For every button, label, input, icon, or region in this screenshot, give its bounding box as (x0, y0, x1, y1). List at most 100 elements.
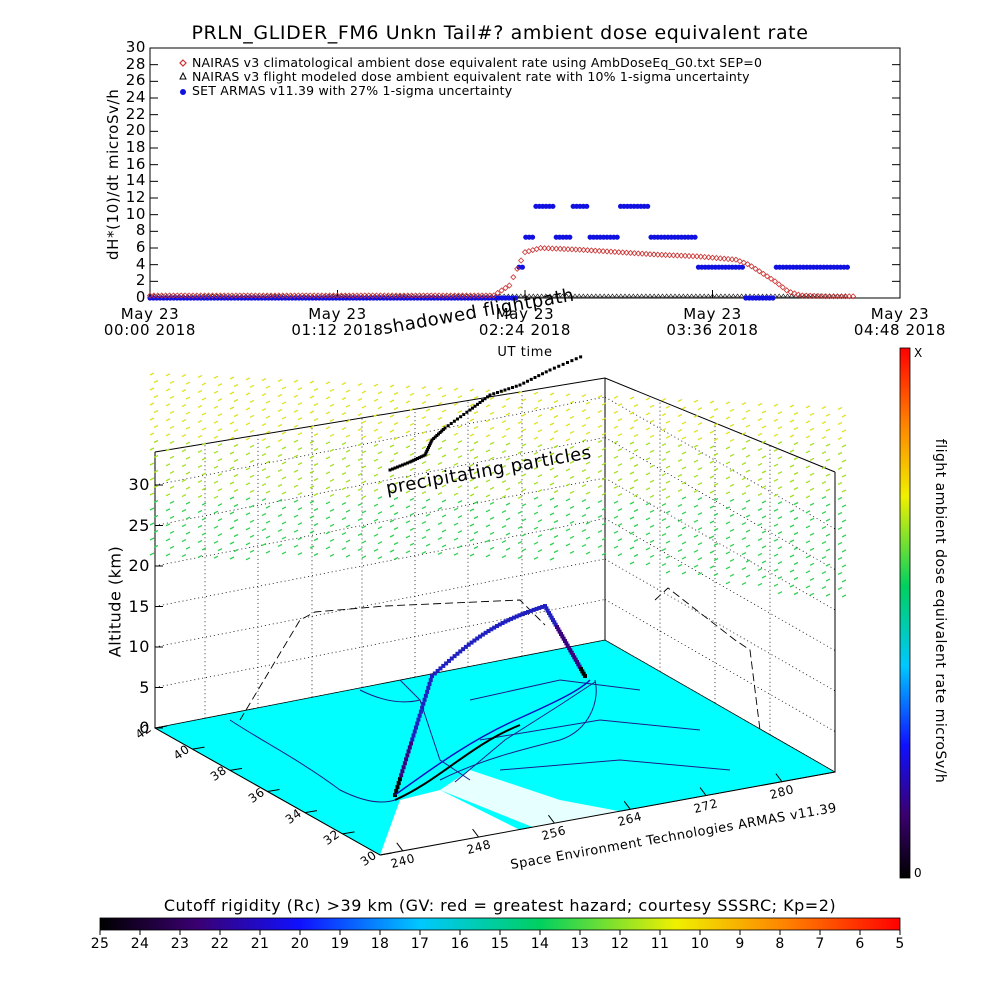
particle-mark (373, 533, 379, 537)
particle-mark (425, 528, 431, 532)
particle-mark (181, 449, 187, 453)
particle-mark (713, 452, 719, 457)
particle-mark (453, 447, 459, 451)
nairas-flight-point (676, 293, 682, 298)
rigidity-tick-label: 6 (855, 936, 865, 952)
dose-colorbar (899, 347, 911, 879)
particle-mark (185, 486, 191, 490)
particle-mark (613, 455, 619, 459)
particle-mark (553, 504, 559, 509)
shadow-point (410, 459, 414, 463)
particle-mark (665, 495, 671, 499)
particle-mark (745, 529, 751, 533)
particle-mark (361, 465, 367, 469)
particle-mark (249, 489, 255, 493)
particle-mark (569, 415, 575, 419)
particle-mark (405, 385, 411, 389)
particle-mark (837, 511, 843, 515)
nairas-clim-point (467, 292, 474, 299)
flight-path-point (531, 607, 536, 612)
particle-mark (505, 397, 511, 401)
nairas-clim-point (814, 292, 822, 300)
particle-mark (729, 573, 735, 577)
nairas-flight-point (834, 293, 841, 298)
particle-mark (825, 593, 831, 597)
particle-mark (629, 516, 635, 520)
top-y-tick-label: 2 (135, 271, 146, 290)
particle-mark (185, 396, 191, 400)
shadow-point (441, 428, 445, 431)
particle-mark (165, 553, 171, 557)
flight-path-point (583, 674, 587, 678)
particle-mark (789, 404, 795, 408)
particle-mark (677, 428, 683, 432)
flight-path-point (579, 667, 583, 671)
nairas-flight-point (697, 293, 703, 298)
shadow-point (544, 370, 548, 374)
particle-mark (441, 454, 447, 458)
particle-mark (805, 570, 811, 574)
nairas-flight-point (664, 293, 670, 298)
particle-mark (581, 439, 587, 443)
particle-mark (693, 564, 699, 568)
rigidity-tick-label: 14 (530, 936, 550, 952)
particle-mark (841, 429, 847, 433)
nairas-clim-point (271, 292, 279, 299)
top-x-tick-time: 04:48 2018 (853, 321, 947, 339)
nairas-flight-point (680, 293, 686, 298)
flight-path-point (430, 674, 434, 678)
particle-mark (457, 515, 463, 519)
nairas-clim-point (701, 253, 708, 261)
particle-mark (805, 555, 811, 559)
nairas-clim-point (268, 292, 275, 299)
particle-mark (821, 466, 827, 470)
particle-mark (761, 500, 767, 504)
particle-mark (553, 534, 559, 539)
right-wall-gridline (604, 518, 836, 651)
particle-mark (361, 450, 367, 454)
particle-mark (473, 470, 479, 475)
particle-mark (329, 463, 335, 467)
particle-mark (217, 488, 223, 492)
particle-mark (249, 534, 255, 538)
particle-mark (373, 428, 379, 432)
nairas-flight-point (630, 293, 636, 298)
nairas-clim-point (334, 292, 341, 299)
particle-mark (697, 542, 703, 546)
particle-mark (681, 481, 687, 485)
particle-mark (569, 475, 575, 479)
particle-mark (457, 455, 463, 459)
particle-mark (569, 520, 575, 524)
shadow-point (478, 401, 482, 404)
particle-mark (245, 497, 251, 501)
nairas-clim-point (740, 259, 747, 266)
particle-mark (233, 503, 239, 508)
particle-mark (537, 519, 543, 523)
particle-mark (693, 534, 699, 538)
flight-path-point (399, 773, 404, 778)
particle-mark (281, 431, 287, 435)
particle-mark (469, 448, 475, 452)
armas-point (513, 295, 519, 301)
particle-mark (181, 509, 187, 513)
particle-mark (213, 450, 219, 454)
particle-mark (601, 522, 607, 526)
particle-mark (805, 510, 811, 514)
particle-mark (217, 518, 223, 522)
particle-mark (681, 496, 687, 500)
particle-mark (153, 499, 159, 504)
particle-mark (153, 394, 159, 399)
particle-mark (453, 462, 459, 466)
particle-mark (693, 474, 699, 478)
particle-mark (601, 537, 607, 541)
flight-path-point (545, 608, 550, 613)
armas-point (614, 234, 620, 240)
shadowed-flight-path (388, 355, 583, 472)
flight-path-point (577, 664, 582, 669)
particle-mark (457, 470, 463, 474)
particle-mark (665, 450, 671, 454)
particle-mark (709, 505, 715, 509)
particle-mark (633, 538, 639, 543)
shadow-point (570, 359, 574, 363)
particle-mark (713, 422, 719, 427)
